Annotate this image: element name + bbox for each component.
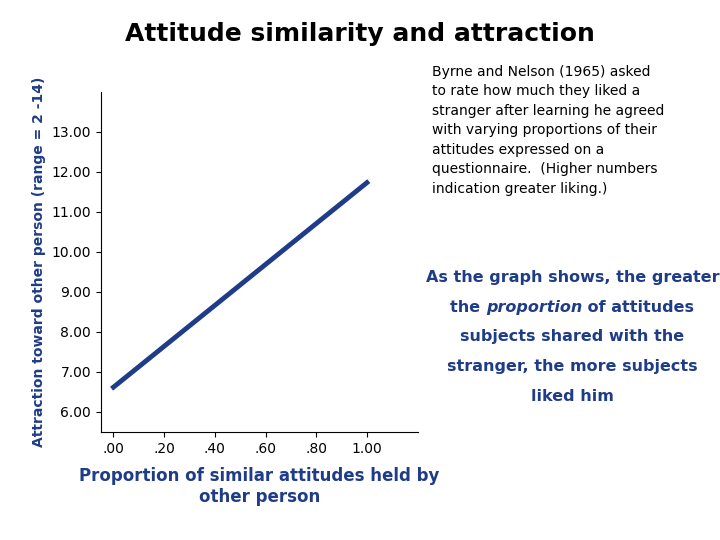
Text: As the graph shows, the greater: As the graph shows, the greater xyxy=(426,270,719,285)
Text: the: the xyxy=(451,300,486,315)
Text: Byrne and Nelson (1965) asked
to rate how much they liked a
stranger after learn: Byrne and Nelson (1965) asked to rate ho… xyxy=(432,65,665,196)
X-axis label: Proportion of similar attitudes held by
other person: Proportion of similar attitudes held by … xyxy=(79,467,439,505)
Text: subjects shared with the: subjects shared with the xyxy=(460,329,685,345)
Text: Attitude similarity and attraction: Attitude similarity and attraction xyxy=(125,22,595,45)
Text: liked him: liked him xyxy=(531,389,614,404)
Text: of attitudes: of attitudes xyxy=(582,300,694,315)
Y-axis label: Attraction toward other person (range = 2 -14): Attraction toward other person (range = … xyxy=(32,77,46,447)
Text: stranger, the more subjects: stranger, the more subjects xyxy=(447,359,698,374)
Text: proportion: proportion xyxy=(486,300,582,315)
